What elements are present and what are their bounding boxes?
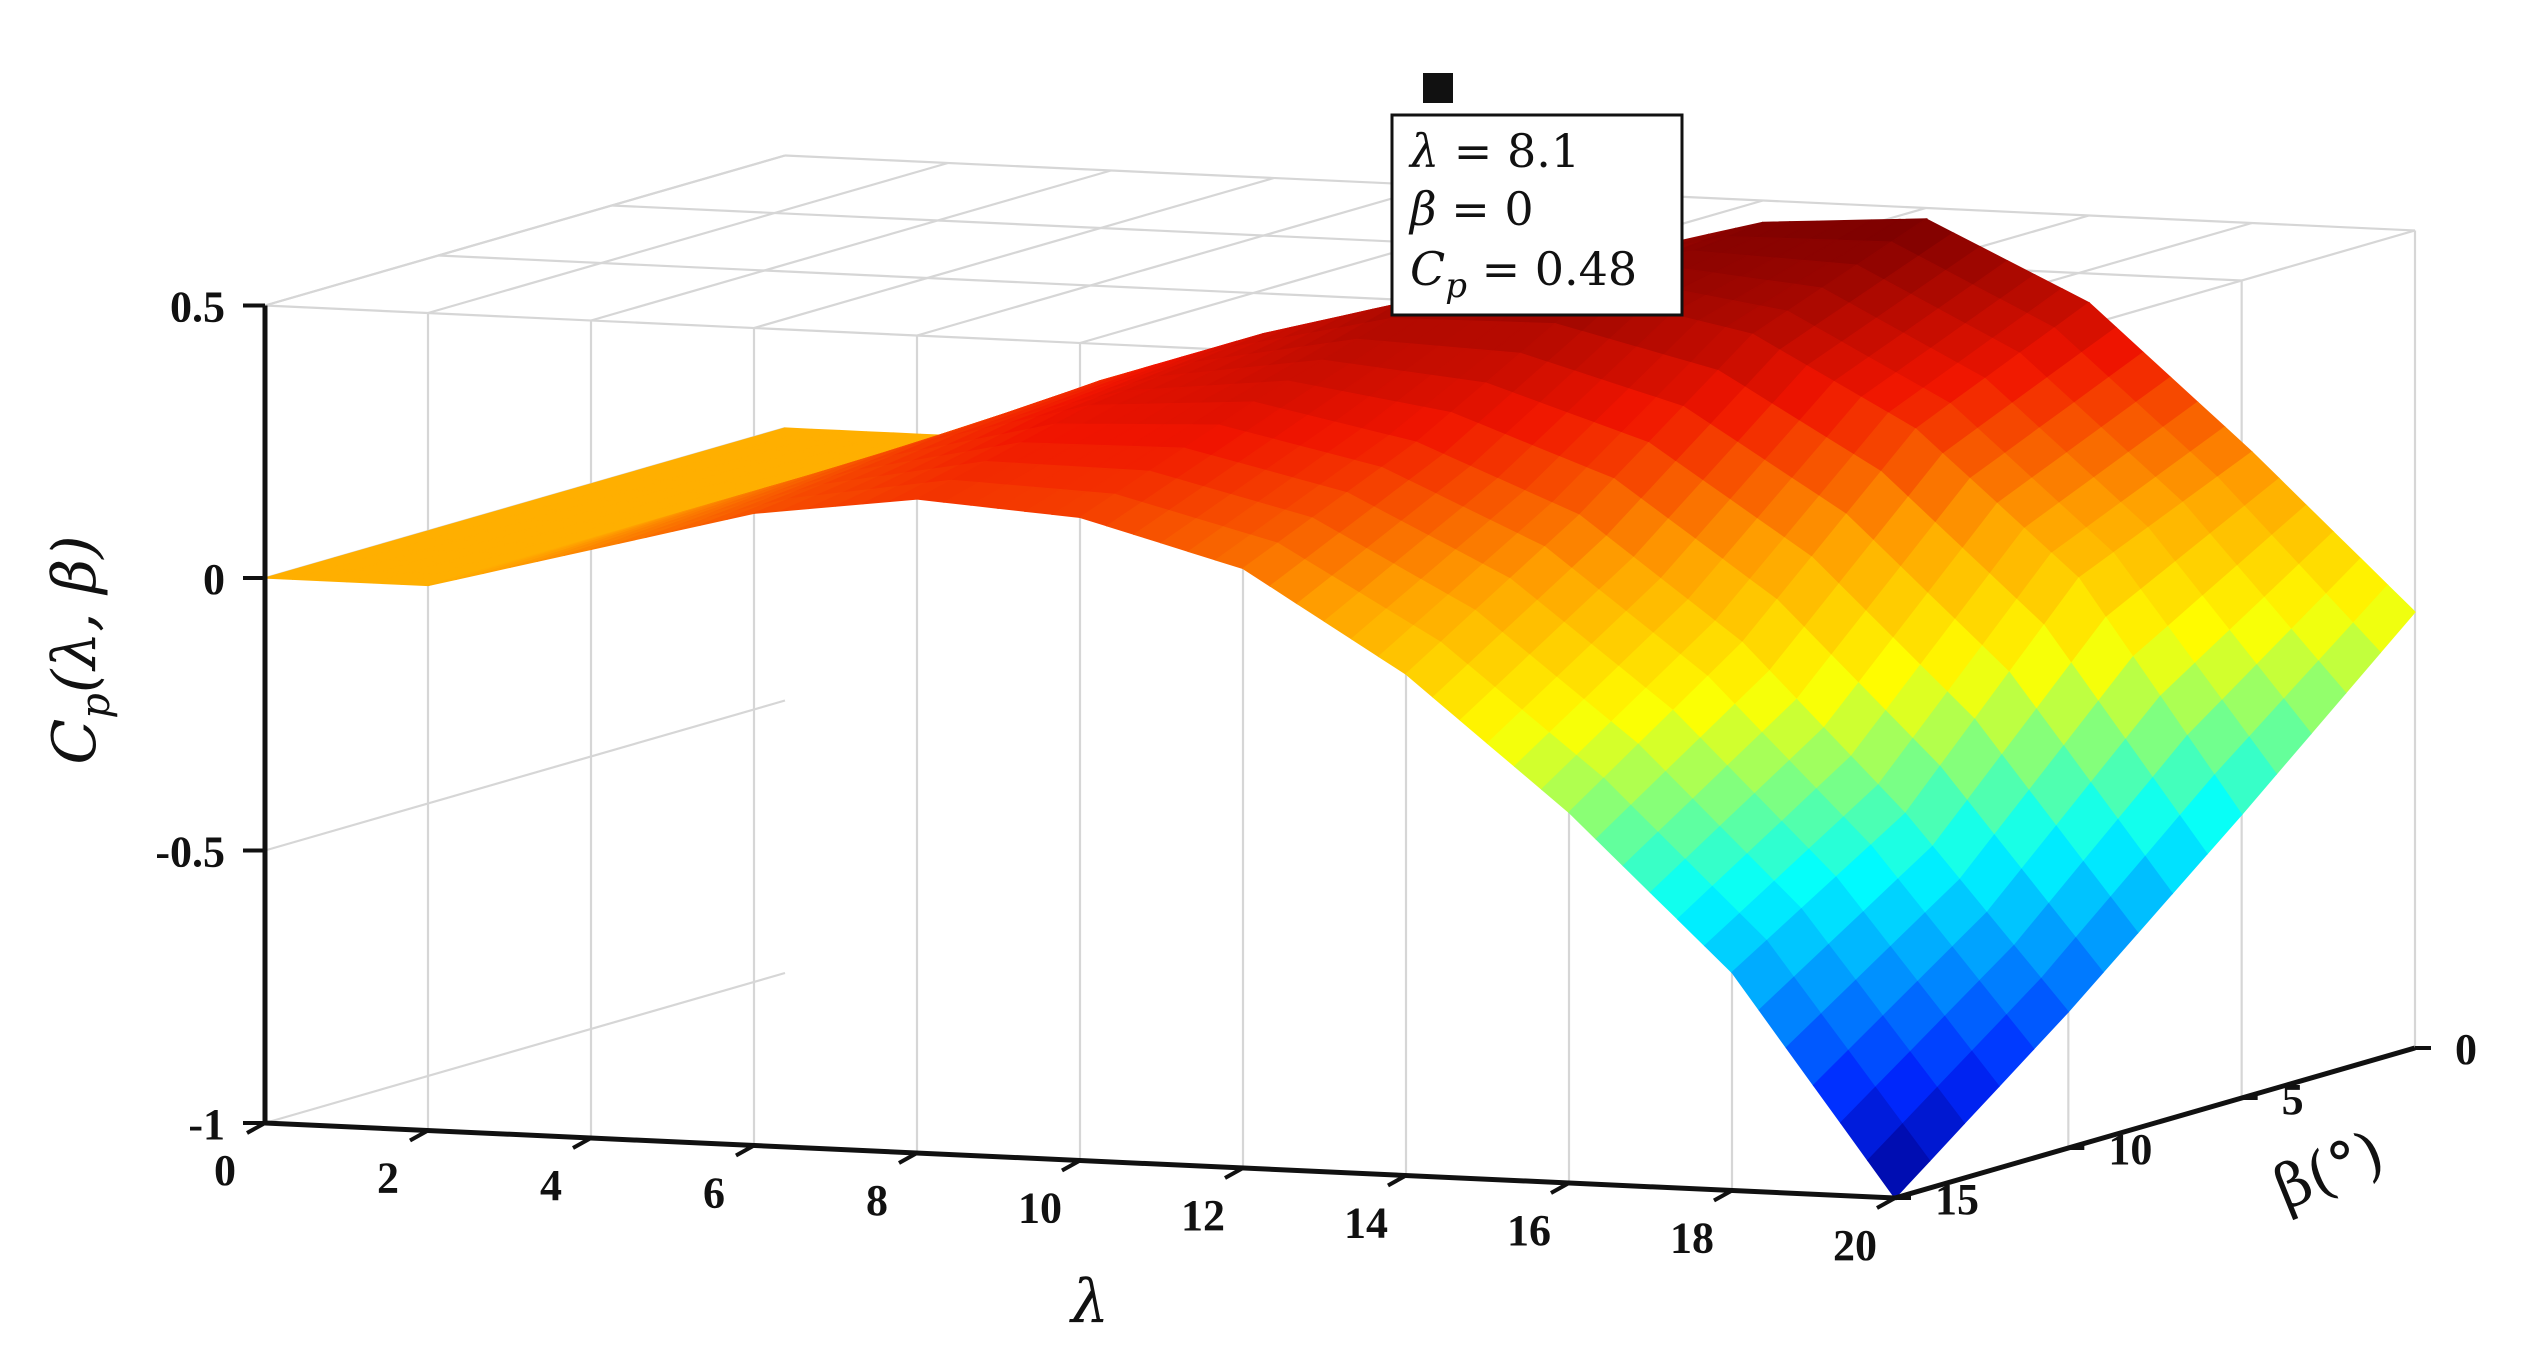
grid-line xyxy=(264,971,786,1125)
x-tick-label: 18 xyxy=(1670,1214,1714,1263)
datatip-cp: Cp = 0.48 xyxy=(1410,242,1637,306)
y-tick-label: 5 xyxy=(2282,1075,2304,1124)
x-tick-mark xyxy=(1876,1196,1896,1210)
x-tick-mark xyxy=(1550,1181,1570,1195)
x-tick-label: 8 xyxy=(866,1176,888,1225)
grid-line xyxy=(753,176,1275,330)
x-tick-label: 14 xyxy=(1344,1199,1388,1248)
x-tick-mark xyxy=(572,1136,592,1150)
z-axis-label: Cp(λ, β) xyxy=(40,535,119,764)
x-tick-mark xyxy=(1224,1166,1244,1180)
grid-line xyxy=(916,184,1438,337)
surface-layer xyxy=(264,218,2416,1199)
datatip: λ = 8.1 β = 0 Cp = 0.48 xyxy=(1390,71,1684,317)
datatip-box xyxy=(1390,113,1684,317)
datatip-beta: β = 0 xyxy=(1408,182,1534,236)
x-tick-mark xyxy=(1387,1173,1407,1188)
z-tick-label: -0.5 xyxy=(155,828,225,877)
x-tick-label: 4 xyxy=(540,1161,562,1210)
x-tick-label: 6 xyxy=(703,1169,725,1218)
y-axis-label: β(°) xyxy=(2264,1117,2394,1224)
y-axis-line xyxy=(1894,1045,2416,1201)
tick-layer: 0 2 4 6 8 10 12 14 16 18 20 0 5 10 15 0.5 0 -0.5 -1 xyxy=(155,283,2477,1271)
y-tick-label: 0 xyxy=(2455,1025,2477,1074)
x-tick-label: 2 xyxy=(377,1154,399,1203)
x-tick-label: 16 xyxy=(1507,1206,1551,1255)
z-tick-label: -1 xyxy=(188,1100,225,1149)
x-tick-label: 12 xyxy=(1181,1191,1225,1240)
datatip-lambda: λ = 8.1 xyxy=(1408,124,1580,178)
grid-line xyxy=(264,154,786,307)
x-axis-label: λ xyxy=(1069,1267,1109,1337)
z-tick-label: 0 xyxy=(203,555,225,604)
datatip-marker xyxy=(1421,71,1455,105)
x-tick-mark xyxy=(735,1143,755,1158)
x-tick-label: 20 xyxy=(1833,1221,1877,1270)
x-tick-mark xyxy=(409,1128,429,1143)
grid-line xyxy=(427,161,949,315)
z-tick-label: 0.5 xyxy=(170,283,225,332)
grid-line xyxy=(590,169,1112,322)
x-tick-mark xyxy=(1713,1188,1733,1203)
x-tick-label: 0 xyxy=(214,1146,236,1195)
x-tick-mark xyxy=(1061,1158,1081,1173)
y-tick-label: 15 xyxy=(1935,1175,1979,1224)
x-tick-label: 10 xyxy=(1018,1184,1062,1233)
y-tick-label: 10 xyxy=(2108,1125,2152,1174)
grid-line xyxy=(264,699,786,852)
x-tick-mark xyxy=(898,1151,918,1165)
